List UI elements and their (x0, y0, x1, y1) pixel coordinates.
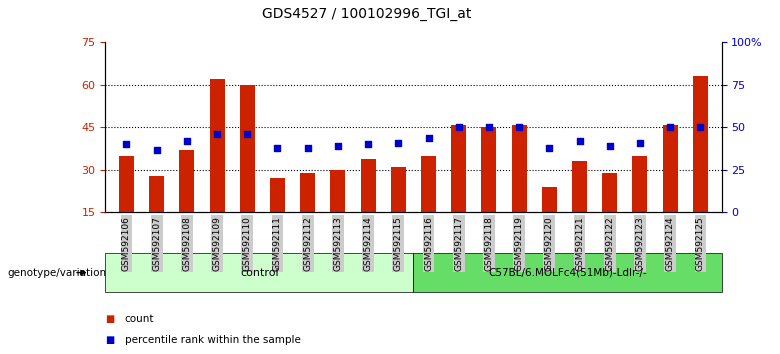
Text: GSM592106: GSM592106 (122, 216, 131, 271)
Bar (633, 156, 647, 255)
Point (211, 131, 223, 137)
Point (483, 125, 495, 130)
Text: percentile rank within the sample: percentile rank within the sample (125, 335, 300, 345)
Point (422, 135, 434, 141)
Text: count: count (125, 314, 154, 324)
Point (301, 145, 314, 151)
Bar (602, 173, 617, 255)
Text: GSM592118: GSM592118 (484, 216, 494, 271)
Text: control: control (240, 268, 278, 278)
Text: C57BL/6.MOLFc4(51Mb)-Ldlr-/-: C57BL/6.MOLFc4(51Mb)-Ldlr-/- (488, 268, 647, 278)
Text: GSM592119: GSM592119 (515, 216, 523, 271)
Text: GSM592114: GSM592114 (363, 216, 373, 271)
Bar (331, 170, 346, 255)
Bar (662, 125, 678, 255)
Bar (179, 150, 194, 255)
Text: GSM592113: GSM592113 (333, 216, 342, 271)
Bar (572, 161, 587, 255)
Bar (300, 173, 315, 255)
Text: genotype/variation: genotype/variation (8, 268, 107, 278)
Point (573, 138, 586, 144)
Bar (481, 127, 496, 255)
Bar (693, 76, 708, 255)
Bar (391, 167, 406, 255)
Point (664, 125, 676, 130)
Text: GSM592116: GSM592116 (424, 216, 433, 271)
Point (694, 125, 707, 130)
Text: GSM592121: GSM592121 (575, 216, 584, 271)
Point (452, 125, 465, 130)
Text: GSM592110: GSM592110 (243, 216, 252, 271)
Text: GSM592125: GSM592125 (696, 216, 705, 271)
Text: ■: ■ (105, 314, 115, 324)
Point (271, 145, 284, 151)
Point (120, 142, 133, 147)
Text: GSM592108: GSM592108 (183, 216, 191, 271)
Bar (210, 79, 225, 255)
Point (543, 145, 555, 151)
Bar (421, 156, 436, 255)
Bar (119, 156, 134, 255)
Text: GSM592107: GSM592107 (152, 216, 161, 271)
Bar (451, 125, 466, 255)
Text: GSM592120: GSM592120 (544, 216, 554, 271)
Point (181, 138, 193, 144)
Point (392, 140, 405, 145)
Point (633, 140, 646, 145)
Point (151, 147, 163, 152)
Text: ■: ■ (105, 335, 115, 345)
Point (513, 125, 526, 130)
Text: GSM592124: GSM592124 (665, 216, 675, 270)
Point (241, 131, 254, 137)
Text: GSM592117: GSM592117 (454, 216, 463, 271)
Text: GSM592122: GSM592122 (605, 216, 614, 270)
Bar (542, 187, 557, 255)
Text: GSM592112: GSM592112 (303, 216, 312, 271)
Point (604, 143, 616, 149)
Point (362, 142, 374, 147)
Text: GDS4527 / 100102996_TGI_at: GDS4527 / 100102996_TGI_at (262, 7, 471, 21)
Text: GSM592115: GSM592115 (394, 216, 402, 271)
Text: GSM592123: GSM592123 (636, 216, 644, 271)
Bar (149, 176, 165, 255)
Point (332, 143, 344, 149)
Text: GSM592111: GSM592111 (273, 216, 282, 271)
Bar (512, 125, 526, 255)
Bar (270, 178, 285, 255)
Bar (239, 85, 255, 255)
Bar (360, 159, 376, 255)
Text: GSM592109: GSM592109 (213, 216, 222, 271)
